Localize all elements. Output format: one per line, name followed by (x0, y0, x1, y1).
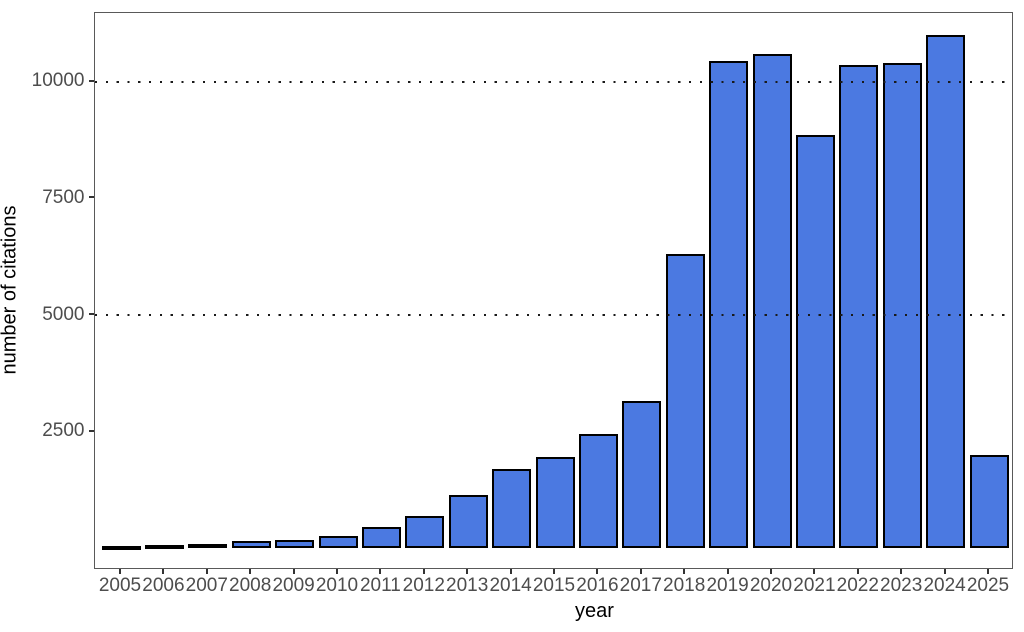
x-tick-label-2016: 2016 (576, 575, 619, 596)
x-tick-label-2024: 2024 (923, 575, 966, 596)
x-tick-label-2014: 2014 (489, 575, 532, 596)
x-tick-label-2021: 2021 (793, 575, 836, 596)
x-tick-label-2007: 2007 (185, 575, 228, 596)
x-tick-label-2011: 2011 (359, 575, 401, 596)
x-tick-label-2015: 2015 (532, 575, 576, 596)
bar-2013 (448, 494, 488, 549)
x-tick-2015 (553, 569, 555, 574)
bar-2011 (361, 527, 401, 549)
x-tick-2016 (596, 569, 599, 574)
x-tick-2007 (205, 569, 208, 574)
y-tick-10000 (88, 79, 94, 82)
x-tick-2019 (726, 569, 729, 574)
x-tick-2021 (813, 569, 816, 574)
y-tick-label-2500: 2500 (42, 420, 85, 442)
y-tick-label-10000: 10000 (31, 70, 85, 92)
bar-2023 (882, 63, 922, 549)
y-tick-label-5000: 5000 (42, 303, 85, 325)
x-tick-2014 (509, 569, 512, 574)
x-axis-title: year (0, 600, 1024, 623)
y-axis-title-text: number of citations (0, 205, 21, 375)
x-tick-2020 (770, 569, 772, 574)
x-tick-label-2008: 2008 (229, 575, 272, 596)
bar-2019 (709, 60, 749, 549)
x-tick-2018 (683, 569, 686, 574)
y-tick-2500 (88, 429, 94, 432)
x-tick-2010 (336, 569, 338, 574)
plot-panel (93, 12, 1013, 569)
bar-2008 (231, 541, 271, 549)
bar-2020 (752, 53, 792, 549)
bar-2021 (795, 135, 835, 549)
x-tick-label-2018: 2018 (663, 575, 706, 596)
x-tick-label-2023: 2023 (880, 575, 923, 596)
x-tick-label-2025: 2025 (966, 575, 1010, 596)
x-tick-2025 (987, 569, 989, 574)
gridline-5000 (94, 314, 1012, 317)
bar-2010 (318, 535, 358, 549)
x-tick-label-2012: 2012 (402, 575, 445, 596)
gridline-10000 (94, 80, 1012, 83)
x-tick-label-2013: 2013 (446, 575, 489, 596)
bar-2022 (839, 65, 879, 549)
bar-2009 (275, 539, 315, 549)
x-axis-title-text: year (575, 600, 614, 622)
y-tick-5000 (88, 313, 94, 316)
bar-2017 (622, 401, 662, 549)
x-tick-label-2020: 2020 (749, 575, 793, 596)
bar-2016 (578, 434, 618, 549)
x-tick-label-2022: 2022 (836, 575, 879, 596)
y-tick-label-7500: 7500 (42, 186, 85, 208)
x-tick-label-2017: 2017 (619, 575, 662, 596)
bar-2018 (665, 254, 705, 549)
x-tick-2012 (422, 569, 425, 574)
x-tick-2022 (856, 569, 859, 574)
x-tick-2005 (119, 569, 121, 574)
y-tick-7500 (88, 196, 94, 199)
bar-2012 (405, 515, 445, 549)
bar-2006 (144, 544, 184, 549)
x-tick-2008 (249, 569, 252, 574)
x-tick-2013 (466, 569, 469, 574)
x-tick-2009 (292, 569, 295, 574)
x-tick-label-2005: 2005 (98, 575, 142, 596)
x-tick-label-2019: 2019 (706, 575, 749, 596)
bar-2007 (188, 543, 228, 549)
x-tick-label-2009: 2009 (272, 575, 315, 596)
x-tick-2017 (639, 569, 642, 574)
x-tick-2011 (379, 569, 382, 574)
x-tick-2023 (900, 569, 903, 574)
bar-2015 (535, 457, 575, 549)
x-tick-label-2010: 2010 (315, 575, 359, 596)
bar-2005 (101, 546, 141, 551)
bar-2025 (969, 455, 1009, 549)
x-tick-2024 (943, 569, 946, 574)
x-tick-2006 (162, 569, 165, 574)
x-tick-label-2006: 2006 (142, 575, 185, 596)
bar-2014 (492, 469, 532, 549)
bar-2024 (926, 35, 966, 549)
